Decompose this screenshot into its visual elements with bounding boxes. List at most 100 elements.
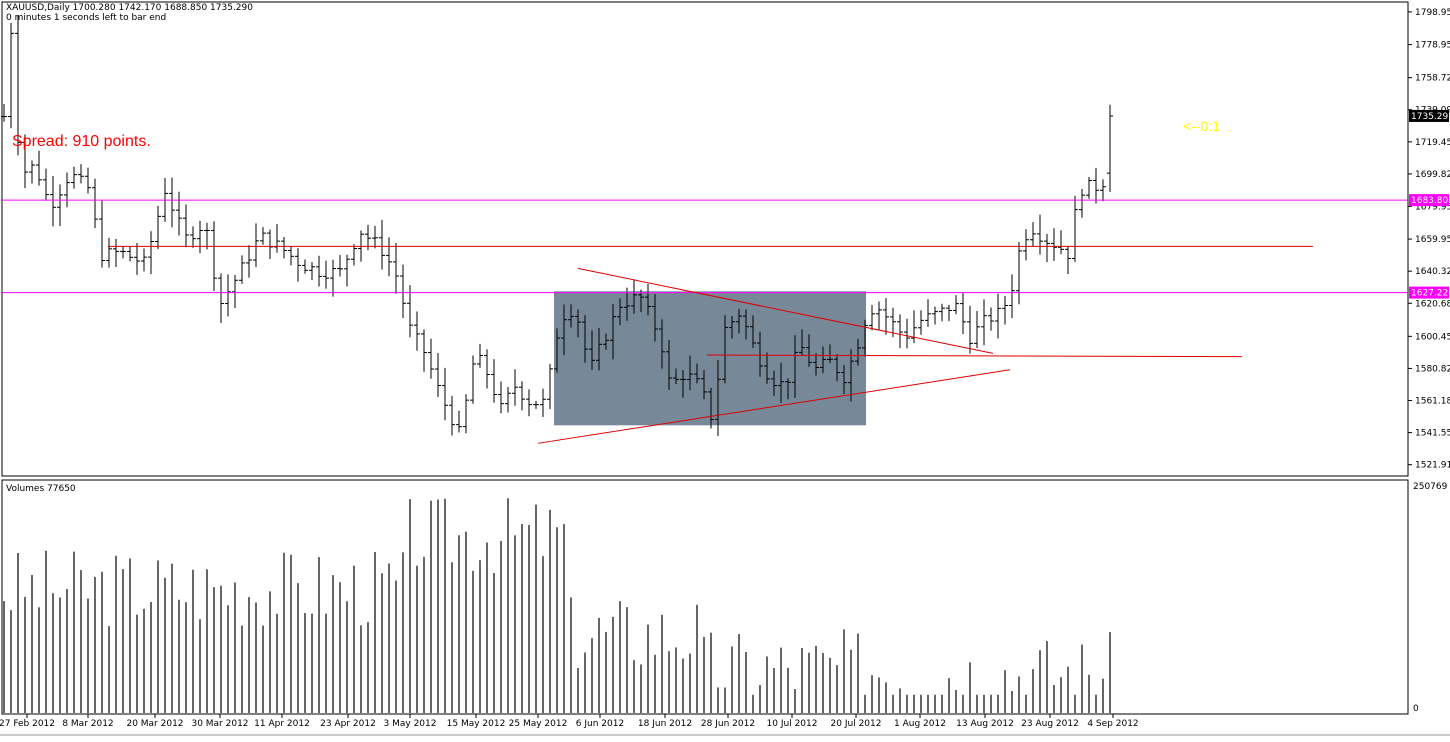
volume-axis-top: 250769: [1413, 482, 1448, 492]
y-tick-label: 1679.95: [1415, 202, 1450, 212]
ohlc-bar: [1030, 222, 1036, 247]
upper-trendline: [577, 267, 994, 354]
ohlc-bar: [946, 304, 952, 322]
range-box: [554, 291, 866, 426]
ohlc-bar: [673, 368, 679, 385]
ohlc-bar: [645, 283, 651, 316]
ohlc-bar: [36, 150, 42, 186]
x-tick-label: 11 Apr 2012: [254, 719, 310, 729]
ohlc-bar: [386, 237, 392, 277]
current-price-tag: 1735.29: [1411, 112, 1448, 122]
ohlc-bar: [232, 274, 238, 309]
x-tick-label: 23 Apr 2012: [320, 719, 376, 729]
ohlc-bar: [617, 298, 623, 326]
y-tick-label: 1699.82: [1415, 170, 1450, 180]
y-tick-label: 1521.91: [1415, 461, 1450, 471]
ohlc-bar: [197, 220, 203, 254]
ohlc-bar: [309, 262, 315, 281]
x-tick-label: 28 Jun 2012: [701, 719, 755, 729]
ohlc-bar: [722, 315, 728, 384]
x-tick-label: 13 Aug 2012: [956, 719, 1014, 729]
ohlc-bar: [477, 343, 483, 368]
ohlc-bar: [435, 352, 441, 398]
resistance-price-tag: 1683.80: [1411, 196, 1448, 206]
ohlc-bar: [904, 318, 910, 349]
ohlc-bar: [428, 338, 434, 379]
ohlc-bar: [911, 310, 917, 344]
ohlc-bar: [1072, 195, 1078, 262]
countdown-annotation: <--0:1: [1183, 118, 1220, 134]
ohlc-bar: [680, 369, 686, 398]
ohlc-bar: [988, 307, 994, 331]
ohlc-bar: [960, 293, 966, 335]
ohlc-bar: [624, 287, 630, 321]
ohlc-bar: [330, 259, 336, 297]
ohlc-bar: [939, 303, 945, 322]
ohlc-bar: [302, 259, 308, 274]
ohlc-bar: [15, 15, 21, 156]
ohlc-bar: [99, 200, 105, 268]
ohlc-bar: [890, 307, 896, 338]
ohlc-bar: [540, 388, 546, 417]
ohlc-bar: [1086, 176, 1092, 199]
ohlc-bar: [260, 227, 266, 245]
y-tick-label: 1600.45: [1415, 332, 1450, 342]
symbol-header: XAUUSD,Daily 1700.280 1742.170 1688.850 …: [6, 3, 253, 13]
ohlc-bar: [533, 400, 539, 409]
x-tick-label: 4 Sep 2012: [1087, 719, 1138, 729]
ohlc-bar: [50, 176, 56, 227]
ohlc-bar: [799, 329, 805, 356]
ohlc-bar: [491, 359, 497, 403]
x-tick-label: 10 Jul 2012: [767, 719, 818, 729]
ohlc-bar: [785, 378, 791, 400]
ohlc-bar: [456, 410, 462, 433]
ohlc-bar: [22, 134, 28, 189]
support-price-tag-bg: [1409, 286, 1449, 299]
ohlc-bar: [407, 285, 413, 338]
ohlc-bar: [743, 309, 749, 340]
x-tick-label: 20 Mar 2012: [126, 719, 183, 729]
ohlc-bar: [204, 222, 210, 250]
ohlc-bar: [652, 294, 658, 342]
ohlc-bar: [848, 349, 854, 402]
ohlc-bar: [694, 363, 700, 384]
resistance-price-tag-bg: [1409, 194, 1449, 207]
ohlc-bar: [869, 305, 875, 331]
ohlc-bar: [442, 367, 448, 421]
y-tick-label: 1659.95: [1415, 235, 1450, 245]
ohlc-bar: [421, 329, 427, 372]
ohlc-bar: [190, 226, 196, 248]
ohlc-bar: [57, 184, 63, 227]
ohlc-bar: [127, 246, 133, 262]
ohlc-bar: [85, 167, 91, 194]
ohlc-bar: [792, 335, 798, 398]
ohlc-bar: [1009, 274, 1015, 319]
ohlc-bar: [778, 362, 784, 404]
ohlc-bar: [288, 246, 294, 266]
ohlc-bar: [827, 344, 833, 364]
ohlc-bar: [603, 333, 609, 350]
ohlc-bar: [169, 177, 175, 228]
ohlc-bar: [589, 330, 595, 370]
ohlc-bar: [547, 363, 553, 410]
ohlc-bar: [253, 223, 259, 268]
ohlc-bar: [372, 225, 378, 249]
ohlc-bar: [148, 231, 154, 275]
ohlc-bar: [78, 164, 84, 184]
ohlc-bar: [757, 331, 763, 377]
ohlc-bar: [400, 264, 406, 319]
y-tick-label: 1541.55: [1415, 429, 1450, 439]
ohlc-bar: [351, 244, 357, 266]
ohlc-bar: [43, 168, 49, 201]
ohlc-bar: [974, 311, 980, 349]
x-tick-label: 1 Aug 2012: [894, 719, 946, 729]
volume-axis-zero: 0: [1413, 704, 1419, 714]
ohlc-bar: [183, 204, 189, 248]
ohlc-bar: [323, 260, 329, 289]
ohlc-bar: [687, 355, 693, 391]
ohlc-bar: [505, 387, 511, 413]
ohlc-bar: [267, 229, 273, 259]
ohlc-bar: [596, 327, 602, 371]
ohlc-bar: [1, 103, 7, 122]
ohlc-bar: [1044, 233, 1050, 263]
